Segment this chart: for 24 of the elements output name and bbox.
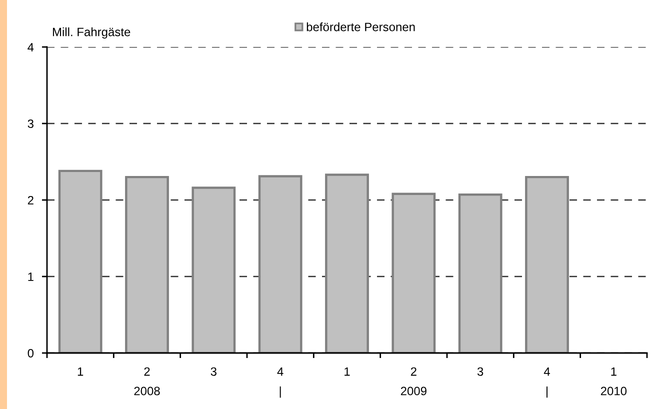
bar <box>192 186 236 353</box>
bar <box>125 176 169 353</box>
x-tick-label: 3 <box>477 367 484 376</box>
x-tick-label: 1 2010 <box>600 367 627 396</box>
legend-label: beförderte Personen <box>306 22 415 32</box>
y-tick-label: 2 <box>28 196 34 204</box>
x-tick-label: 4 | <box>277 367 284 398</box>
x-tick-label: 1 <box>78 367 84 376</box>
bar <box>258 175 302 353</box>
y-tick-label: 1 <box>28 272 34 281</box>
x-tick-label: 2 2009 <box>400 367 426 396</box>
x-tick-label: 1 <box>344 367 350 376</box>
x-tick-label: 2 2008 <box>134 367 160 396</box>
bar <box>458 194 502 353</box>
x-tick-label: 4 | <box>544 367 550 398</box>
bar <box>392 192 436 353</box>
y-axis-title: Mill. Fahrgäste <box>52 27 130 39</box>
y-tick-label: 0 <box>28 348 34 358</box>
y-tick-label: 4 <box>28 43 34 52</box>
bar <box>58 170 102 353</box>
bar <box>525 176 569 353</box>
x-tick-label: 3 <box>210 367 216 376</box>
bar <box>325 174 369 353</box>
y-tick-label: 3 <box>28 119 34 128</box>
